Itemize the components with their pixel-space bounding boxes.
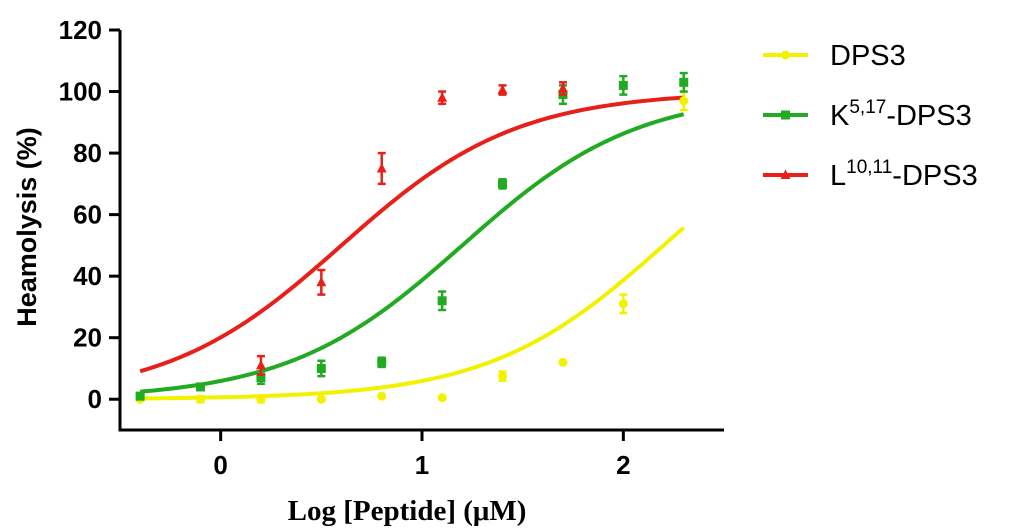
x-tick-label: 0 [213,450,227,480]
fit-curve-series-2 [139,112,685,394]
point-marker [377,357,387,367]
point-marker [679,77,689,87]
data-point [196,394,206,404]
point-marker [437,92,448,102]
data-points [135,71,689,404]
data-point [255,354,266,376]
point-marker [196,382,206,392]
legend-item: DPS3 [763,40,906,72]
point-marker [377,391,387,401]
legend-label-suffix: -DPS3 [886,100,971,132]
data-point [618,74,628,96]
point-marker [437,296,447,306]
y-tick-label: 40 [73,261,102,291]
y-tick-label: 20 [73,323,102,353]
data-point [679,90,689,112]
point-marker [679,96,689,106]
legend-item: K5,17-DPS3 [763,97,972,132]
data-point [437,90,448,106]
point-marker [256,394,266,404]
axes [118,30,724,432]
legend-label-superscript: 10,11 [846,157,892,178]
y-axis-label: Heamolysis (%) [12,127,42,327]
y-tick-label: 0 [88,384,102,414]
fit-curves [139,95,686,401]
legend-marker [780,169,791,179]
data-point [679,71,689,93]
point-marker [316,363,326,373]
point-marker [497,84,508,94]
legend-marker [781,50,790,60]
point-marker [498,371,508,381]
y-tick-label: 60 [73,200,102,230]
legend-label-base: DPS3 [830,40,906,72]
fit-curve-series-3 [139,95,684,374]
data-point [135,391,145,401]
point-marker [316,276,327,287]
point-marker [618,299,628,309]
legend-label: DPS3 [830,40,906,72]
data-point [558,357,568,367]
legend-label: L10,11-DPS3 [830,157,978,192]
point-marker [316,394,326,404]
data-point [316,359,326,378]
data-point [557,81,568,96]
data-point [377,356,387,369]
point-marker [256,373,266,383]
fit-curve-series-1 [140,226,686,401]
y-tick-label: 100 [59,77,102,107]
point-marker [255,359,266,370]
legend-label-suffix: -DPS3 [892,160,977,192]
point-marker [557,82,568,93]
point-marker [558,357,568,367]
legend-item: L10,11-DPS3 [763,157,978,192]
y-tick-label: 120 [59,15,102,45]
y-axis-ticks: 0 20 40 60 80 100 120 [59,15,120,414]
data-point [437,290,447,312]
data-point [376,151,387,186]
point-marker [437,393,447,403]
point-marker [376,162,387,173]
data-point [196,382,206,392]
data-point [316,268,327,296]
point-marker [135,391,145,401]
x-tick-label: 2 [616,450,630,480]
data-point [618,293,628,315]
point-marker [196,394,206,404]
data-point [497,84,508,96]
x-tick-label: 1 [415,450,429,480]
legend-label: K5,17-DPS3 [830,97,972,132]
data-point [256,394,266,404]
data-point [377,391,387,401]
data-point [316,394,326,404]
point-marker [618,80,628,90]
legend-label-base: K [830,100,850,132]
x-axis-label: Log [Peptide] (μM) [288,495,527,527]
data-point [498,370,508,383]
legend-label-base: L [830,160,846,192]
y-tick-label: 80 [73,138,102,168]
legend-marker [781,110,790,120]
legend-label-superscript: 5,17 [849,97,886,118]
data-point [498,177,508,190]
x-axis-ticks: 0 1 2 [213,430,631,480]
data-point [437,393,447,403]
point-marker [498,179,508,189]
